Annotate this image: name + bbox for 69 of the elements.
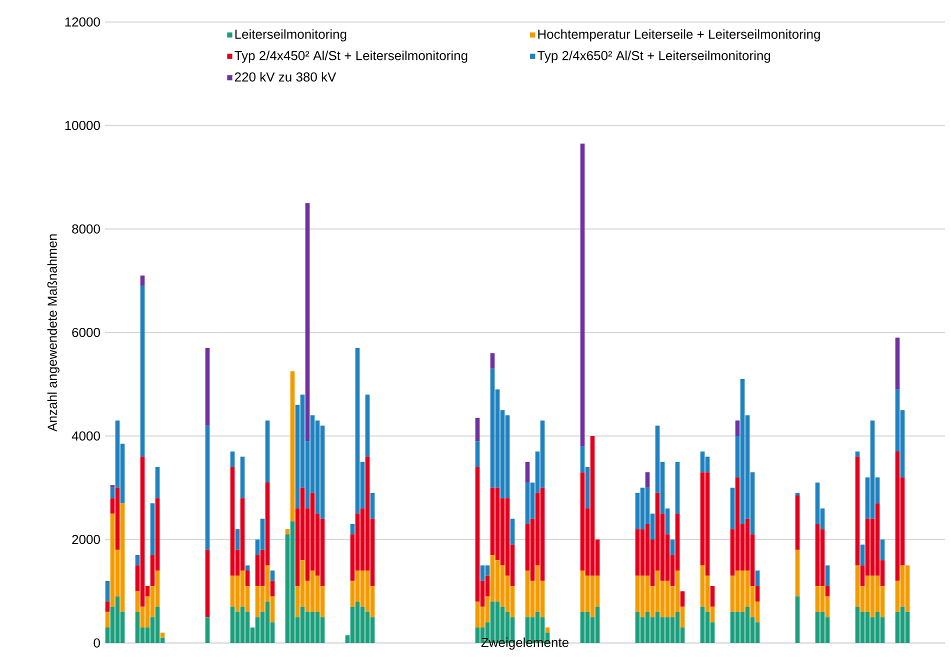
- bar: [545, 627, 550, 633]
- bar: [710, 586, 715, 607]
- bar: [670, 539, 675, 556]
- bar: [235, 529, 240, 550]
- bar: [490, 353, 495, 369]
- bar: [755, 586, 760, 602]
- bar: [370, 492, 375, 519]
- y-tick-label: 2000: [72, 534, 100, 544]
- bar: [680, 591, 685, 607]
- legend-label: Hochtemperatur Leiterseile + Leiterseilmonitoring: [538, 29, 820, 42]
- bar: [230, 452, 235, 468]
- bar: [205, 348, 210, 426]
- legend-label: Typ 2/4x450² Al/St + Leiterseilmonitoring: [234, 50, 468, 63]
- bar: [795, 495, 800, 550]
- x-axis-title: Zweigelemente: [481, 638, 568, 650]
- bar: [135, 555, 140, 566]
- y-tick-label: 10000: [65, 120, 100, 130]
- bar: [205, 426, 210, 550]
- bar: [290, 371, 295, 522]
- legend-label: 220 kV zu 380 kV: [234, 72, 336, 82]
- bar: [895, 338, 900, 390]
- bar: [795, 492, 800, 496]
- bar: [205, 550, 210, 618]
- bar: [880, 539, 885, 560]
- bar: [825, 586, 830, 596]
- bar: [730, 488, 735, 530]
- bar: [205, 617, 210, 643]
- bar: [475, 418, 480, 442]
- bar: [475, 441, 480, 468]
- legend-label: Typ 2/4x650² Al/St + Leiterseilmonitoring: [537, 50, 770, 63]
- bar: [110, 488, 115, 498]
- bar: [365, 394, 370, 457]
- bar: [825, 565, 830, 586]
- y-tick-label: 8000: [72, 224, 100, 234]
- bar: [105, 602, 110, 612]
- bar: [270, 570, 275, 581]
- bar: [735, 420, 740, 436]
- bar: [510, 518, 515, 545]
- bar: [285, 529, 290, 534]
- bar: [160, 632, 165, 638]
- y-tick-label: 6000: [72, 328, 100, 338]
- bar: [270, 580, 275, 596]
- bar: [305, 203, 310, 442]
- bar: [860, 544, 865, 566]
- bar: [855, 452, 860, 457]
- bar: [150, 503, 155, 556]
- bar: [795, 596, 800, 643]
- legend-label: Leiterseilmonitoring: [235, 29, 346, 42]
- bar: [525, 462, 530, 483]
- bar: [140, 286, 145, 457]
- y-tick-label: 12000: [65, 17, 100, 27]
- bar: [350, 524, 355, 534]
- bar: [675, 462, 680, 514]
- bar: [140, 276, 145, 286]
- bar: [265, 420, 270, 483]
- bar: [245, 570, 250, 586]
- bar: [855, 456, 860, 566]
- y-tick-label: 0: [94, 638, 100, 648]
- y-tick-label: 4000: [72, 431, 100, 441]
- bar: [755, 570, 760, 586]
- bar: [105, 612, 110, 628]
- bar: [645, 472, 650, 488]
- bar: [245, 565, 250, 571]
- y-axis-title: Anzahl angewendete Maßnahmen: [47, 234, 60, 432]
- bar: [105, 580, 110, 602]
- bar: [155, 467, 160, 498]
- bar: [240, 456, 245, 498]
- bar: [580, 144, 585, 446]
- bar: [795, 550, 800, 596]
